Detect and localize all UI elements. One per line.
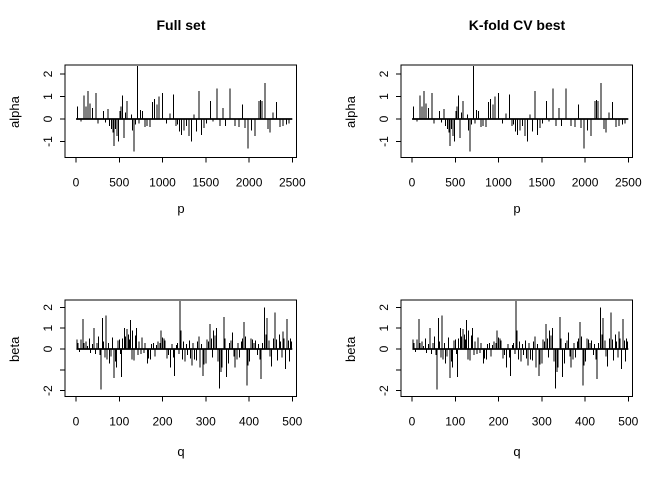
y-tick-label: 2 (41, 304, 55, 311)
y-tick-label: 2 (41, 70, 55, 77)
y-tick-label: 0 (41, 345, 55, 352)
panel-kfold-cv-beta: beta q 0 100 200 300 400 500 -2 0 1 2 (336, 240, 672, 480)
x-tick-label: 0 (73, 176, 80, 190)
x-tick-label: 200 (153, 415, 173, 429)
y-tick-label: 1 (377, 325, 391, 332)
x-axis-label-p: p (513, 201, 521, 216)
x-tick-label: 400 (575, 415, 595, 429)
y-tick-label: 0 (377, 115, 391, 122)
y-tick-label: 2 (377, 70, 391, 77)
x-tick-label: 400 (239, 415, 259, 429)
panel-title-full-set: Full set (156, 17, 206, 33)
x-axis-label-q: q (177, 444, 185, 459)
x-tick-label: 1000 (149, 176, 176, 190)
panel-full-set-alpha: Full set alpha p 0 500 1000 1500 2000 2500 -1 0… (0, 0, 336, 240)
y-tick-label: 1 (41, 325, 55, 332)
y-tick-label: 1 (377, 93, 391, 100)
plot-area-kfold-cv-beta: 0 100 200 300 400 500 -2 0 1 2 (377, 299, 639, 429)
x-tick-label: 2500 (279, 176, 306, 190)
x-tick-label: 0 (73, 415, 80, 429)
x-tick-label: 0 (409, 176, 416, 190)
y-tick-label: 1 (41, 93, 55, 100)
x-tick-label: 0 (409, 415, 416, 429)
x-tick-label: 1500 (192, 176, 219, 190)
x-tick-label: 100 (109, 415, 129, 429)
y-tick-label: -1 (377, 136, 391, 147)
x-axis-label-q: q (513, 444, 521, 459)
x-tick-label: 1500 (528, 176, 555, 190)
x-tick-label: 1000 (485, 176, 512, 190)
plot-area-kfold-cv-alpha: 0 500 1000 1500 2000 2500 -1 0 1 2 (377, 64, 642, 190)
x-tick-label: 300 (196, 415, 216, 429)
x-tick-label: 2000 (572, 176, 599, 190)
panel-kfold-cv-alpha: K-fold CV best alpha p 0 500 1000 1500 2000 2… (336, 0, 672, 240)
y-tick-label: 0 (41, 115, 55, 122)
x-tick-label: 500 (445, 176, 465, 190)
x-tick-label: 300 (532, 415, 552, 429)
panel-title-kfold-cv: K-fold CV best (468, 17, 566, 33)
x-tick-label: 2500 (615, 176, 642, 190)
panel-full-set-beta: beta q 0 100 200 300 400 500 -2 0 1 2 (0, 240, 336, 480)
y-tick-label: -1 (41, 136, 55, 147)
plot-area-full-set-beta: 0 100 200 300 400 500 -2 0 1 2 (41, 299, 303, 429)
x-tick-label: 500 (109, 176, 129, 190)
x-tick-label: 500 (618, 415, 638, 429)
y-tick-label: 2 (377, 304, 391, 311)
x-tick-label: 2000 (236, 176, 263, 190)
y-tick-label: 0 (377, 345, 391, 352)
y-tick-label: -2 (41, 385, 55, 396)
x-axis-label-p: p (177, 201, 185, 216)
plot-area-full-set-alpha: 0 500 1000 1500 2000 2500 -1 0 1 2 (41, 64, 306, 190)
y-tick-label: -2 (377, 385, 391, 396)
x-tick-label: 200 (489, 415, 509, 429)
x-tick-label: 500 (282, 415, 302, 429)
x-tick-label: 100 (445, 415, 465, 429)
